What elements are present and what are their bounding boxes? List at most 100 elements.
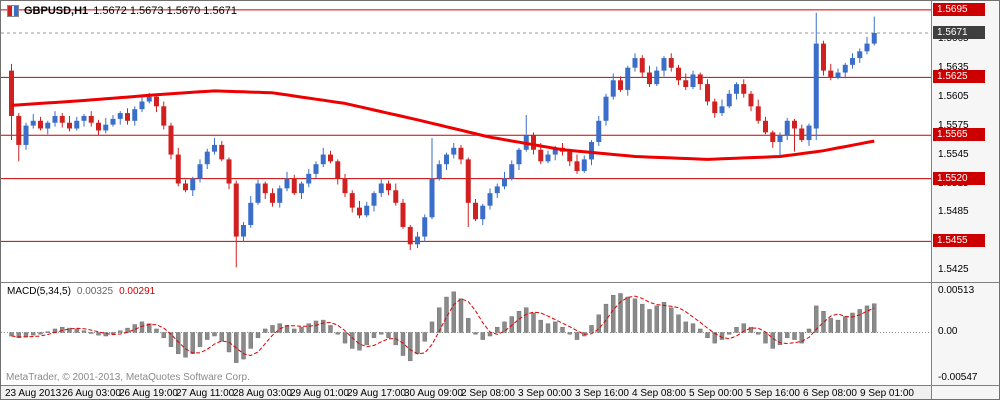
time-tick: 27 Aug 11:00 (176, 388, 235, 399)
price-level-badge[interactable]: 1.5695 (933, 2, 985, 16)
price-level-badge[interactable]: 1.5625 (933, 70, 985, 84)
price-tick: 1.5545 (938, 148, 969, 160)
macd-bar (763, 332, 768, 344)
macd-bar (727, 332, 732, 335)
candle (610, 73, 616, 100)
candle (371, 191, 377, 212)
candle (204, 148, 210, 170)
macd-bar (429, 321, 435, 333)
candle (436, 160, 442, 181)
macd-bar (458, 298, 464, 333)
candle (502, 171, 507, 190)
candle (284, 171, 290, 192)
macd-bar (422, 332, 427, 342)
symbol-name: GBPUSD,H1 (24, 5, 89, 17)
candle (828, 63, 834, 81)
candle (770, 130, 776, 148)
macd-bar (292, 328, 297, 333)
macd-bar (654, 305, 659, 333)
macd-bar (545, 323, 551, 333)
macd-bar (589, 325, 594, 333)
macd-bar (603, 303, 609, 333)
macd-bar (45, 331, 50, 333)
candle (313, 161, 319, 179)
time-tick: 5 Sep 00:00 (689, 388, 743, 399)
time-tick: 3 Sep 16:00 (575, 388, 629, 399)
candle (603, 93, 609, 126)
chart-window-icon (7, 5, 19, 17)
time-tick: 29 Aug 01:00 (290, 388, 349, 399)
candle (784, 117, 790, 141)
candle (625, 65, 631, 96)
macd-bar (516, 311, 522, 333)
macd-bar (466, 318, 471, 333)
candle (842, 62, 848, 79)
macd-bar (625, 296, 630, 333)
macd-bar (161, 332, 166, 339)
candle (654, 66, 660, 87)
macd-bar (792, 332, 797, 340)
macd-bar (748, 326, 754, 333)
time-axis[interactable]: 23 Aug 2013 26 Aug 03:00 26 Aug 19:00 27 Au… (1, 386, 931, 399)
macd-name: MACD(5,34,5) (7, 286, 71, 297)
macd-bar (864, 305, 870, 333)
macd-bar (219, 332, 224, 342)
macd-pane[interactable] (1, 283, 931, 385)
macd-bar (828, 318, 833, 333)
candle (400, 198, 406, 229)
macd-bar (379, 332, 384, 335)
macd-bar (437, 307, 442, 333)
candle (357, 200, 362, 219)
macd-bar (524, 307, 529, 333)
macd-bar (705, 332, 710, 339)
time-tick: 6 Sep 08:00 (803, 388, 857, 399)
price-level-badge[interactable]: 1.5565 (933, 128, 985, 142)
price-pane[interactable] (1, 1, 931, 282)
price-level-badge[interactable]: 1.5455 (933, 234, 985, 248)
candle (618, 76, 623, 92)
price-level-badge[interactable]: 1.5520 (933, 171, 985, 185)
macd-bar (719, 332, 725, 340)
candle (821, 40, 826, 76)
macd-axis-label: -0.00547 (938, 372, 978, 383)
candle (690, 70, 696, 89)
macd-bar (31, 332, 36, 336)
macd-bar (806, 328, 812, 333)
macd-bar (357, 332, 362, 351)
macd-bar (734, 326, 739, 333)
candle (407, 225, 413, 251)
candle (270, 188, 275, 207)
price-tick: 1.5485 (938, 206, 969, 218)
macd-bar (23, 332, 29, 338)
price-tick: 1.5575 (938, 119, 969, 131)
candle (241, 222, 246, 242)
candle (291, 174, 297, 196)
candle (806, 123, 812, 146)
candle (183, 179, 188, 193)
macd-bar (574, 332, 580, 340)
macd-bar (850, 312, 855, 333)
moving-average-line[interactable] (11, 89, 875, 161)
candle (67, 115, 72, 132)
candle (45, 120, 51, 135)
candle (661, 56, 667, 77)
candle (306, 169, 312, 188)
candle (415, 231, 420, 249)
macd-bar (843, 316, 848, 333)
macd-bar (263, 328, 268, 333)
price-axis[interactable]: 1.56651.56351.56051.55751.55451.55151.54… (931, 1, 999, 399)
pane-separator[interactable] (1, 282, 999, 283)
price-tick: 1.5425 (938, 264, 969, 276)
macd-bar (299, 326, 304, 333)
macd-bar (364, 332, 369, 346)
macd-bar (139, 321, 145, 333)
macd-bar (96, 332, 101, 336)
candle (52, 111, 58, 127)
candle (88, 111, 94, 127)
macd-bar (835, 319, 841, 333)
macd-bar (81, 330, 87, 333)
macd-bar (502, 321, 507, 333)
macd-bar (444, 296, 449, 333)
candle (277, 185, 283, 208)
